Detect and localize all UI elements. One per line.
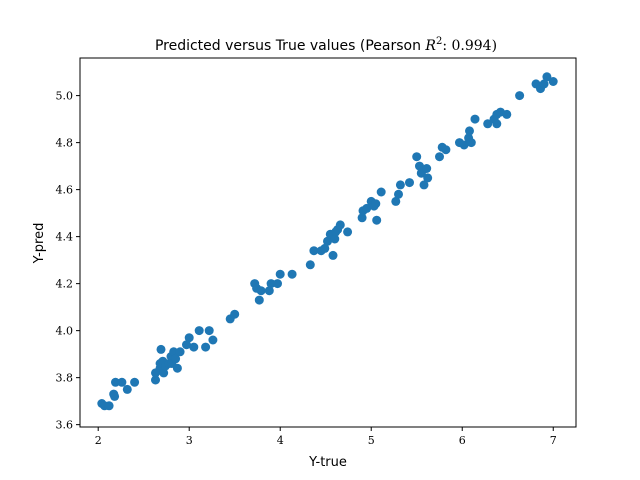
- data-point: [194, 326, 204, 336]
- data-points: [97, 72, 558, 411]
- data-point: [254, 295, 264, 305]
- data-point: [156, 344, 166, 354]
- y-tick-label: 4.4: [56, 231, 74, 244]
- data-point: [309, 246, 319, 256]
- data-point: [539, 79, 549, 89]
- data-point: [330, 234, 340, 244]
- data-point: [335, 220, 345, 230]
- data-point: [371, 199, 381, 209]
- data-point: [405, 178, 414, 188]
- data-point: [459, 140, 469, 150]
- data-point: [266, 279, 276, 289]
- data-point: [189, 342, 199, 352]
- data-point: [151, 375, 160, 385]
- data-point: [305, 260, 315, 270]
- data-point: [104, 401, 114, 411]
- data-point: [391, 196, 401, 206]
- data-point: [201, 342, 211, 352]
- data-point: [273, 279, 282, 289]
- y-tick-label: 4.0: [56, 325, 74, 338]
- plot-area-frame: [79, 57, 577, 428]
- data-point: [264, 286, 274, 296]
- data-point: [465, 126, 474, 136]
- data-point: [130, 377, 140, 387]
- x-tick-label: 4: [277, 434, 284, 447]
- chart-title: Predicted versus True values (Pearson R2…: [155, 36, 497, 54]
- data-point: [169, 347, 179, 357]
- data-point: [110, 391, 120, 401]
- data-point: [441, 145, 451, 155]
- data-point: [376, 187, 386, 197]
- data-point: [204, 326, 214, 336]
- x-axis-ticks: 2 3 4 5 6 7: [95, 427, 557, 447]
- y-tick-label: 4.8: [56, 137, 74, 150]
- data-point: [172, 363, 182, 373]
- data-point: [502, 109, 512, 119]
- data-point: [435, 152, 444, 162]
- data-point: [470, 114, 480, 124]
- data-point: [122, 384, 132, 394]
- data-point: [328, 250, 338, 260]
- x-tick-label: 6: [459, 434, 466, 447]
- data-point: [548, 77, 558, 86]
- data-point: [362, 203, 372, 213]
- y-tick-label: 3.6: [56, 419, 74, 432]
- x-tick-label: 5: [368, 434, 375, 447]
- data-point: [483, 119, 493, 129]
- y-tick-label: 4.2: [56, 278, 74, 291]
- data-point: [182, 340, 191, 350]
- x-tick-label: 3: [186, 434, 193, 447]
- data-point: [466, 138, 476, 148]
- data-point: [423, 173, 433, 183]
- data-point: [320, 243, 330, 253]
- y-tick-label: 5.0: [56, 90, 74, 103]
- data-point: [256, 286, 266, 296]
- data-point: [175, 347, 185, 357]
- data-point: [394, 189, 403, 199]
- y-axis-label: Y-pred: [32, 223, 47, 265]
- x-axis-label: Y-true: [308, 455, 347, 470]
- data-point: [275, 269, 285, 279]
- title-variable: R: [424, 38, 436, 54]
- data-point: [422, 164, 432, 173]
- data-point: [171, 354, 181, 364]
- data-point: [515, 91, 525, 101]
- x-tick-label: 2: [95, 434, 102, 447]
- data-point: [542, 72, 552, 82]
- data-point: [372, 215, 382, 225]
- data-point: [287, 269, 297, 279]
- y-tick-label: 4.6: [56, 184, 74, 197]
- data-point: [419, 180, 429, 190]
- title-suffix: : 0.994): [442, 38, 497, 54]
- data-point: [492, 119, 502, 129]
- y-tick-label: 3.8: [56, 372, 74, 385]
- title-superscript: 2: [436, 36, 442, 47]
- data-point: [159, 368, 169, 378]
- data-point: [323, 236, 332, 246]
- data-point: [111, 377, 120, 387]
- x-tick-label: 7: [550, 434, 557, 447]
- data-point: [230, 309, 240, 319]
- title-prefix: Predicted versus True values (Pearson: [155, 38, 425, 54]
- data-point: [412, 152, 422, 162]
- data-point: [208, 335, 218, 345]
- data-point: [184, 333, 194, 343]
- data-point: [117, 377, 127, 387]
- data-point: [343, 227, 353, 237]
- data-point: [395, 180, 405, 190]
- data-point: [357, 213, 367, 223]
- y-axis-ticks: 3.6 3.8 4.0 4.2 4.4 4.6 4.8 5.0: [56, 90, 80, 432]
